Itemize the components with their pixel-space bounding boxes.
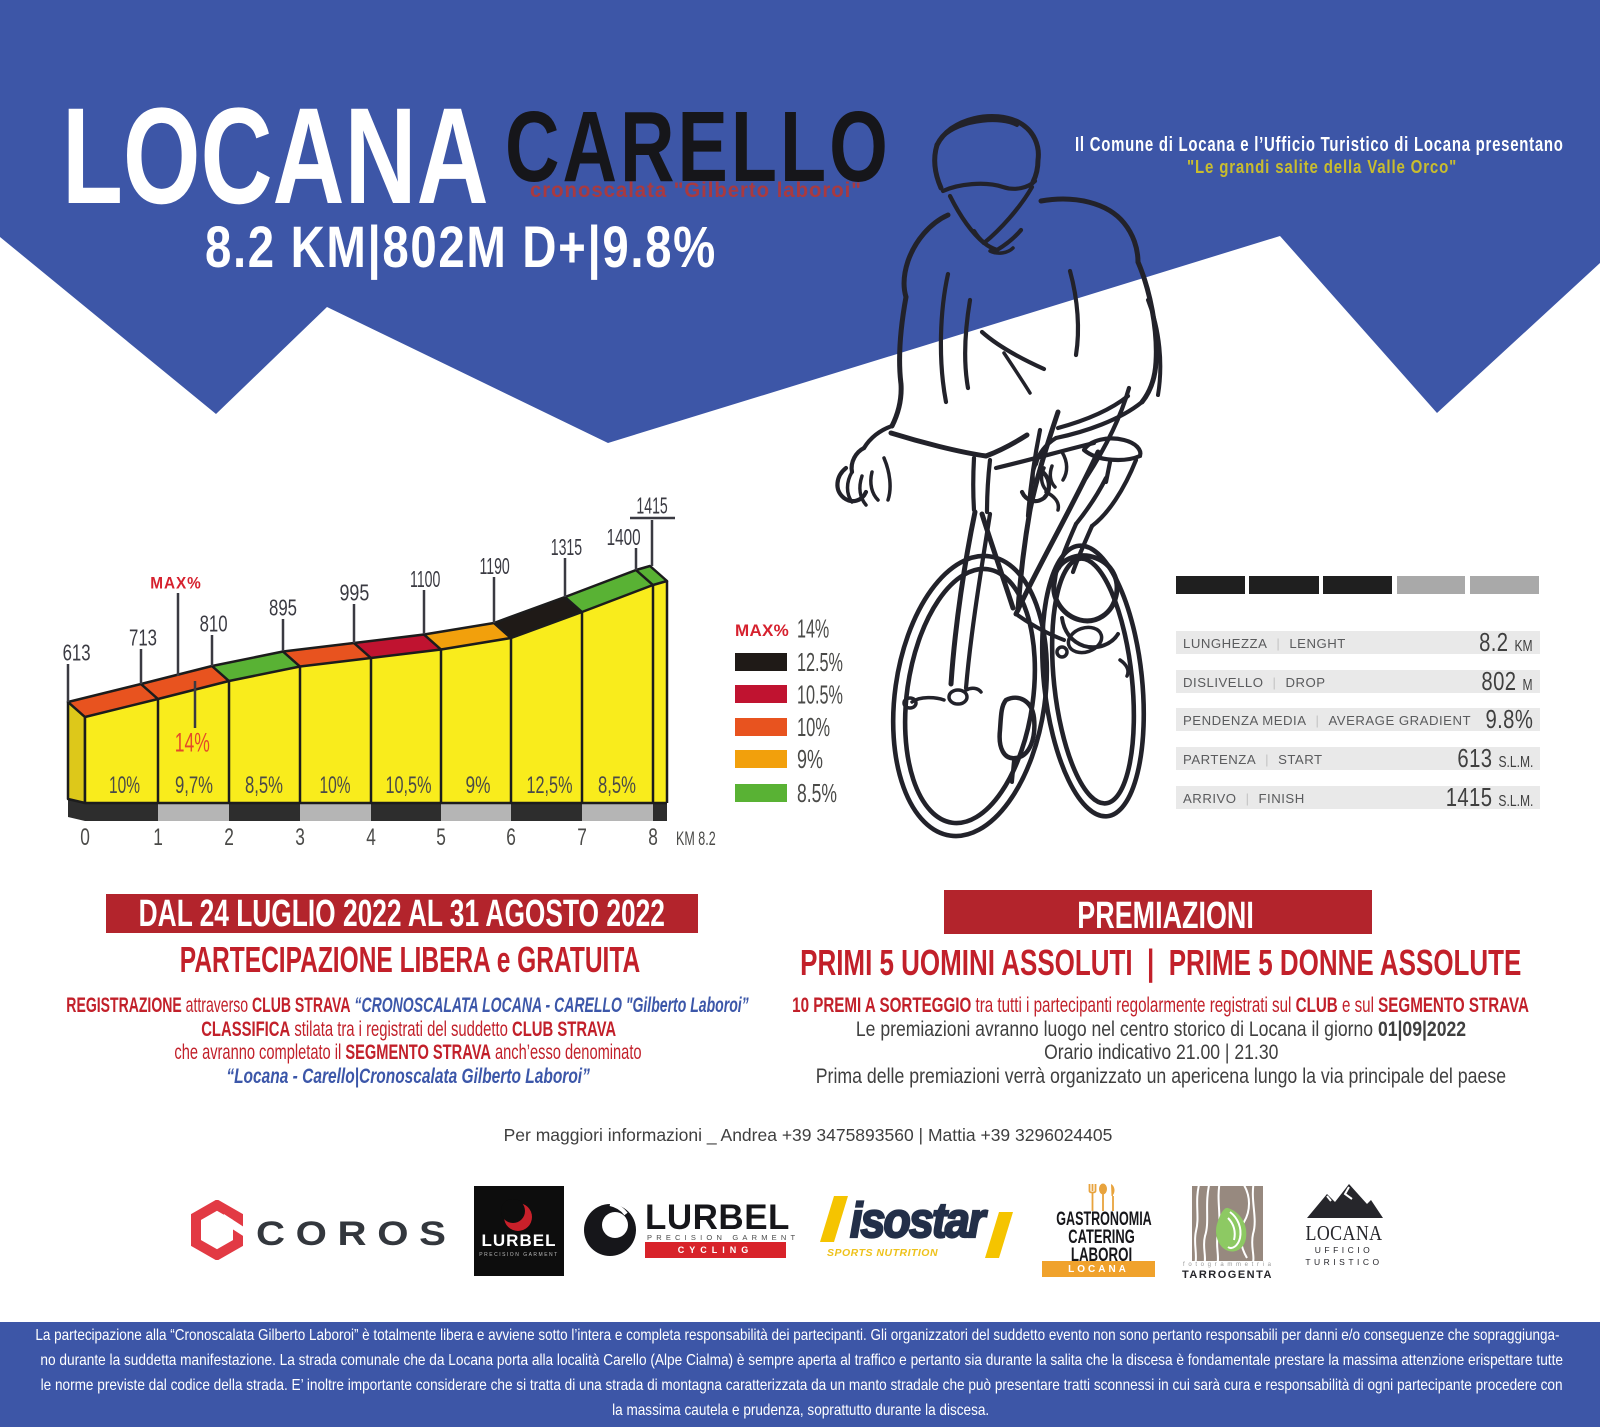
svg-text:14%: 14% bbox=[797, 613, 829, 643]
svg-text:4: 4 bbox=[366, 824, 376, 850]
svg-text:MAX%: MAX% bbox=[150, 575, 201, 593]
svg-text:9%: 9% bbox=[466, 772, 491, 798]
svg-text:895: 895 bbox=[269, 596, 297, 621]
svg-text:14%: 14% bbox=[175, 727, 210, 758]
svg-text:9,7%: 9,7% bbox=[175, 772, 213, 799]
svg-text:6: 6 bbox=[506, 824, 516, 850]
svg-text:713: 713 bbox=[129, 626, 157, 651]
svg-text:1400: 1400 bbox=[607, 525, 641, 551]
svg-text:1315: 1315 bbox=[551, 534, 582, 561]
svg-text:1100: 1100 bbox=[410, 566, 440, 593]
svg-text:8.5%: 8.5% bbox=[797, 779, 837, 808]
svg-text:3: 3 bbox=[295, 824, 305, 850]
svg-text:10%: 10% bbox=[109, 773, 140, 799]
svg-text:10%: 10% bbox=[320, 773, 351, 799]
svg-text:12,5%: 12,5% bbox=[527, 772, 573, 799]
svg-text:5: 5 bbox=[436, 824, 446, 850]
svg-text:8: 8 bbox=[648, 824, 658, 850]
svg-text:10%: 10% bbox=[797, 712, 830, 742]
svg-text:2: 2 bbox=[224, 824, 234, 850]
svg-text:810: 810 bbox=[200, 612, 228, 637]
svg-text:7: 7 bbox=[577, 824, 587, 850]
svg-text:0: 0 bbox=[80, 824, 90, 850]
svg-text:1: 1 bbox=[153, 824, 163, 850]
svg-text:12.5%: 12.5% bbox=[797, 647, 843, 677]
svg-text:613: 613 bbox=[63, 641, 91, 666]
svg-text:KM 8.2: KM 8.2 bbox=[676, 828, 716, 849]
svg-text:1415: 1415 bbox=[636, 493, 667, 520]
svg-text:8,5%: 8,5% bbox=[598, 772, 636, 799]
svg-text:MAX%: MAX% bbox=[735, 621, 789, 640]
svg-text:10,5%: 10,5% bbox=[386, 772, 432, 799]
svg-text:9%: 9% bbox=[797, 745, 823, 774]
svg-text:995: 995 bbox=[340, 580, 370, 606]
svg-text:10.5%: 10.5% bbox=[797, 680, 843, 710]
svg-text:8,5%: 8,5% bbox=[245, 772, 283, 799]
svg-text:1190: 1190 bbox=[479, 554, 509, 581]
